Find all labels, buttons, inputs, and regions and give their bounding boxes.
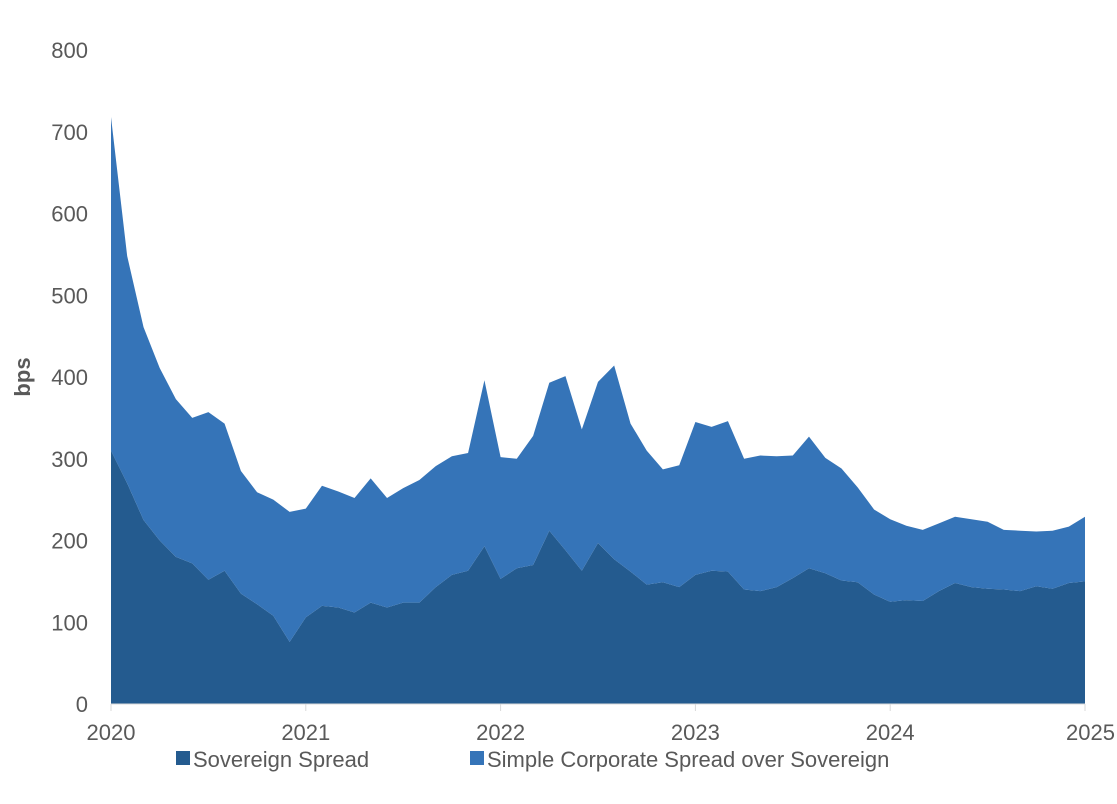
legend: Sovereign Spread Simple Corporate Spread … — [176, 747, 889, 772]
legend-label: Sovereign Spread — [193, 747, 369, 772]
y-tick-label: 600 — [51, 202, 88, 227]
x-tick-label: 2022 — [476, 720, 525, 745]
x-tick-label: 2025 — [1066, 720, 1115, 745]
y-tick-label: 400 — [51, 365, 88, 390]
area-series-2 — [111, 117, 1085, 642]
axes-group: 0 100 200 300 400 500 600 700 800 2020 2021 2022 202… — [51, 38, 1115, 745]
y-tick-label: 800 — [51, 38, 88, 63]
y-tick-label: 300 — [51, 447, 88, 472]
legend-item: Simple Corporate Spread over Sovereign — [470, 747, 889, 772]
legend-swatch — [470, 751, 484, 765]
x-tick-label: 2023 — [671, 720, 720, 745]
area-series-1 — [111, 450, 1085, 704]
legend-item: Sovereign Spread — [176, 747, 369, 772]
x-tick-label: 2024 — [866, 720, 915, 745]
y-tick-label: 700 — [51, 120, 88, 145]
y-tick-label: 0 — [76, 692, 88, 717]
area-series-group — [111, 117, 1085, 704]
legend-label: Simple Corporate Spread over Sovereign — [487, 747, 889, 772]
x-tick-label: 2021 — [281, 720, 330, 745]
y-tick-label: 500 — [51, 283, 88, 308]
y-tick-label: 100 — [51, 610, 88, 635]
y-axis-title: bps — [10, 357, 35, 396]
x-tick-label: 2020 — [87, 720, 136, 745]
y-tick-label: 200 — [51, 529, 88, 554]
legend-swatch — [176, 751, 190, 765]
